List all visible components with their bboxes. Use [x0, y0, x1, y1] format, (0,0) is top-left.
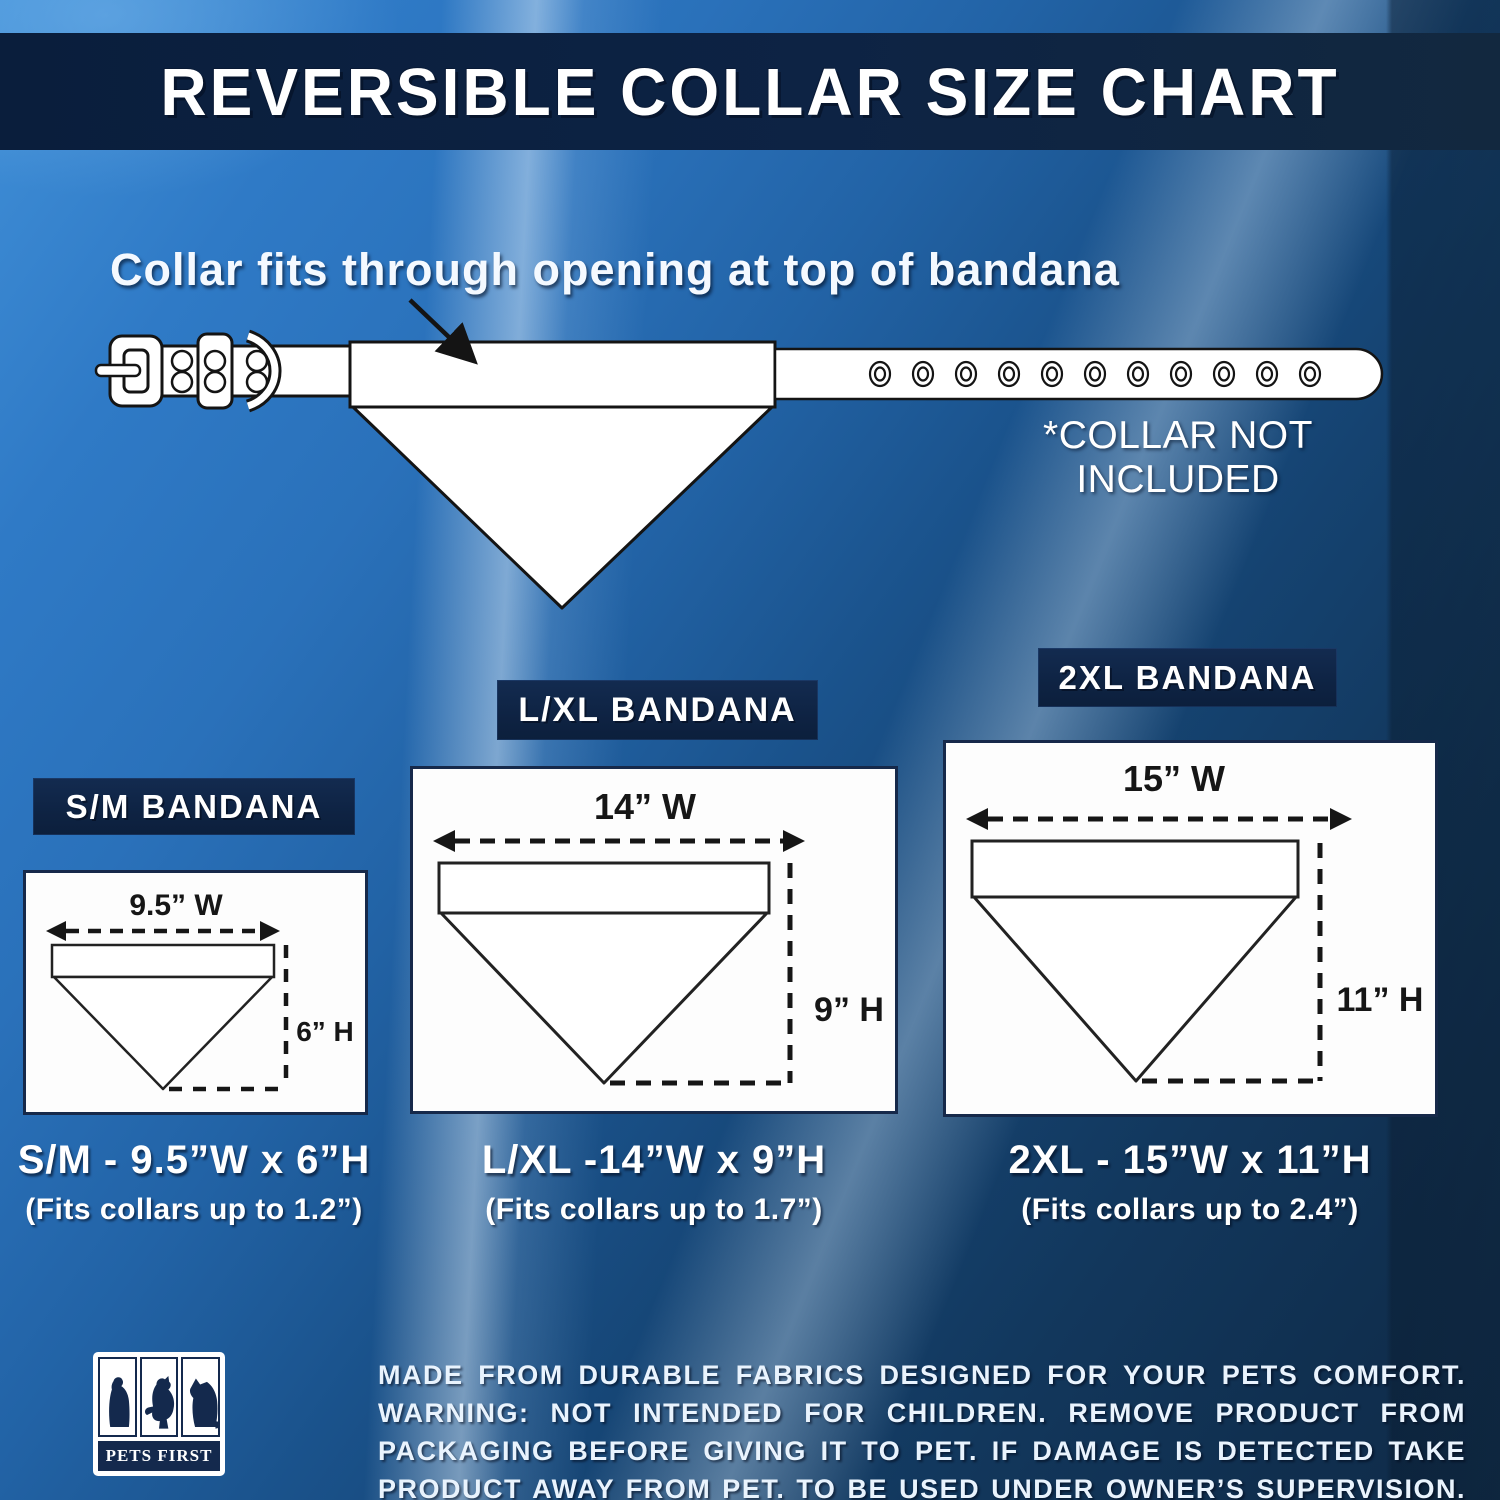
2xl-width-dimension-label: 15” W: [1123, 758, 1225, 799]
lxl-height-dimension-lines: [610, 863, 793, 1086]
sm-height-dimension-lines: [169, 945, 289, 1092]
2xl-bandana-diagram: 15” W 11” H: [966, 758, 1424, 1084]
collar-adjustment-holes: [868, 360, 1322, 388]
caption-lxl-size: L/XL -14”W x 9”H: [481, 1138, 827, 1182]
caption-2xl-size: 2XL - 15”W x 11”H: [1008, 1138, 1372, 1182]
warning-line: WARNING: NOT INTENDED FOR CHILDREN. REMO…: [378, 1398, 1466, 1428]
diagram-panel-lxl: 14” W 9” H: [410, 766, 898, 1114]
lxl-height-dimension-label: 9” H: [814, 991, 884, 1029]
caption-sm: S/M - 9.5”W x 6”H (Fits collars up to 1.…: [8, 1138, 380, 1227]
lxl-width-arrow-icon: [433, 830, 805, 852]
caption-sm-size: S/M - 9.5”W x 6”H: [17, 1138, 371, 1182]
page-title: REVERSIBLE COLLAR SIZE CHART: [160, 54, 1340, 129]
lxl-bandana-triangle: [439, 911, 769, 1085]
keeper-strap-holes: [203, 349, 227, 394]
lxl-bandana-sleeve: [437, 861, 771, 915]
size-label-sm: S/M BANDANA: [33, 778, 355, 835]
buckle-icon: [94, 334, 164, 408]
2xl-height-dimension-label: 11” H: [1337, 981, 1424, 1019]
buckle-strap-holes: [170, 349, 194, 394]
d-ring-icon: [245, 329, 282, 413]
dog-silhouette-icon: [98, 1357, 137, 1437]
sm-height-dimension-label: 6” H: [296, 1016, 354, 1047]
caption-sm-fits: (Fits collars up to 1.2”): [25, 1193, 363, 1226]
diagram-panel-sm: 9.5” W 6” H: [23, 870, 368, 1115]
warning-line: PRODUCT AWAY FROM PET. TO BE USED UNDER …: [378, 1474, 1466, 1500]
size-label-2xl: 2XL BANDANA: [1038, 648, 1337, 707]
sm-bandana-sleeve: [50, 943, 276, 979]
warning-text-block: MADE FROM DURABLE FABRICS DESIGNED FOR Y…: [378, 1356, 1466, 1500]
sm-width-dimension-label: 9.5” W: [129, 889, 223, 922]
caption-lxl: L/XL -14”W x 9”H (Fits collars up to 1.7…: [408, 1138, 900, 1227]
diagram-panel-2xl: 15” W 11” H: [943, 740, 1438, 1117]
bandana-triangle: [351, 405, 774, 610]
caption-lxl-fits: (Fits collars up to 1.7”): [485, 1193, 823, 1226]
caption-2xl: 2XL - 15”W x 11”H (Fits collars up to 2.…: [940, 1138, 1440, 1227]
pets-first-logo: PETS FIRST: [93, 1352, 225, 1476]
2xl-bandana-triangle: [972, 895, 1298, 1083]
sm-bandana-diagram: 9.5” W 6” H: [46, 889, 354, 1092]
warning-line: MADE FROM DURABLE FABRICS DESIGNED FOR Y…: [378, 1360, 1466, 1390]
logo-dog-panels: [98, 1357, 221, 1437]
dog-silhouette-icon: [139, 1357, 179, 1437]
collar-note: *COLLAR NOT INCLUDED: [1043, 414, 1313, 501]
sm-width-arrow-icon: [46, 921, 280, 941]
lxl-bandana-diagram: 14” W 9” H: [433, 786, 884, 1086]
2xl-bandana-sleeve: [970, 839, 1300, 899]
pointer-arrow-icon: [408, 298, 478, 365]
d-ring-strap-holes: [245, 349, 269, 394]
dog-silhouette-icon: [181, 1357, 221, 1437]
size-label-lxl: L/XL BANDANA: [497, 680, 818, 740]
collar-illustration: [94, 298, 1384, 610]
collar-strap-right: [773, 347, 1384, 401]
warning-line: PACKAGING BEFORE GIVING IT TO PET. IF DA…: [378, 1436, 1466, 1466]
collar-caption: Collar fits through opening at top of ba…: [110, 244, 1120, 295]
bandana-sleeve: [348, 340, 777, 409]
lxl-width-dimension-label: 14” W: [594, 786, 696, 827]
caption-2xl-fits: (Fits collars up to 2.4”): [1021, 1193, 1359, 1226]
2xl-height-dimension-lines: [1142, 843, 1323, 1084]
logo-brand-text: PETS FIRST: [105, 1446, 213, 1465]
sm-bandana-triangle: [52, 975, 274, 1091]
logo-brand-bar: PETS FIRST: [98, 1441, 220, 1471]
2xl-width-arrow-icon: [966, 808, 1352, 830]
title-banner: REVERSIBLE COLLAR SIZE CHART: [0, 33, 1500, 150]
